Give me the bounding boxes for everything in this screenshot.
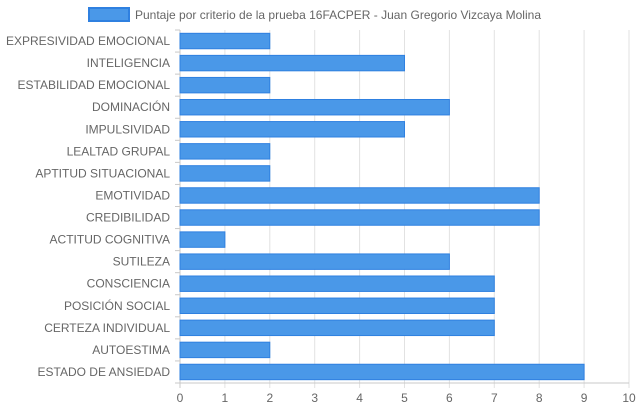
category-label: POSICIÓN SOCIAL: [64, 298, 170, 313]
category-labels: EXPRESIVIDAD EMOCIONAL INTELIGENCIA ESTABI…: [6, 34, 170, 379]
bar[interactable]: [179, 32, 271, 50]
bar[interactable]: [179, 275, 495, 292]
category-label: CREDIBILIDAD: [86, 211, 170, 225]
legend-swatch: [88, 7, 130, 22]
category-label: ACTITUD COGNITIVA: [50, 233, 170, 247]
category-label: LEALTAD GRUPAL: [67, 144, 171, 158]
category-label: EXPRESIVIDAD EMOCIONAL: [6, 34, 170, 48]
x-tick-label: 5: [401, 391, 408, 405]
bar[interactable]: [179, 319, 495, 337]
bar[interactable]: [179, 54, 405, 72]
category-label: ESTADO DE ANSIEDAD: [38, 365, 171, 379]
category-label: INTELIGENCIA: [87, 56, 170, 70]
x-tick-label: 0: [177, 391, 184, 405]
category-label: IMPULSIVIDAD: [85, 122, 170, 136]
x-tick-label: 3: [311, 391, 318, 405]
bars: [179, 32, 585, 381]
x-tick-label: 8: [536, 391, 543, 405]
x-tick-label: 10: [622, 391, 636, 405]
bar[interactable]: [179, 187, 540, 204]
bar[interactable]: [179, 253, 450, 270]
x-tick-label: 7: [491, 391, 498, 405]
x-tick-label: 9: [581, 391, 588, 405]
x-tick-label: 1: [222, 391, 229, 405]
category-label: CERTEZA INDIVIDUAL: [44, 321, 170, 335]
bar[interactable]: [179, 363, 585, 381]
bar[interactable]: [179, 76, 271, 94]
bar[interactable]: [179, 209, 540, 226]
category-label: DOMINACIÓN: [92, 99, 170, 114]
category-label: SUTILEZA: [113, 255, 170, 269]
x-axis-tick-labels: 0 1 2 3 4 5 6 7 8 9 10: [177, 391, 636, 405]
legend-label: Puntaje por criterio de la prueba 16FACP…: [135, 8, 541, 22]
category-label: AUTOESTIMA: [92, 343, 170, 357]
bar[interactable]: [179, 121, 405, 138]
x-tick-label: 2: [266, 391, 273, 405]
category-label: ESTABILIDAD EMOCIONAL: [18, 78, 171, 92]
category-label: EMOTIVIDAD: [95, 188, 170, 202]
bar[interactable]: [179, 98, 450, 116]
category-label: APTITUD SITUACIONAL: [35, 166, 170, 180]
x-tick-label: 6: [446, 391, 453, 405]
bar[interactable]: [179, 297, 495, 315]
category-label: CONSCIENCIA: [87, 277, 170, 291]
bar[interactable]: [179, 165, 271, 182]
x-tick-label: 4: [356, 391, 363, 405]
bar[interactable]: [179, 231, 226, 248]
legend[interactable]: Puntaje por criterio de la prueba 16FACP…: [88, 7, 541, 22]
bar[interactable]: [179, 143, 271, 160]
bar[interactable]: [179, 341, 271, 359]
